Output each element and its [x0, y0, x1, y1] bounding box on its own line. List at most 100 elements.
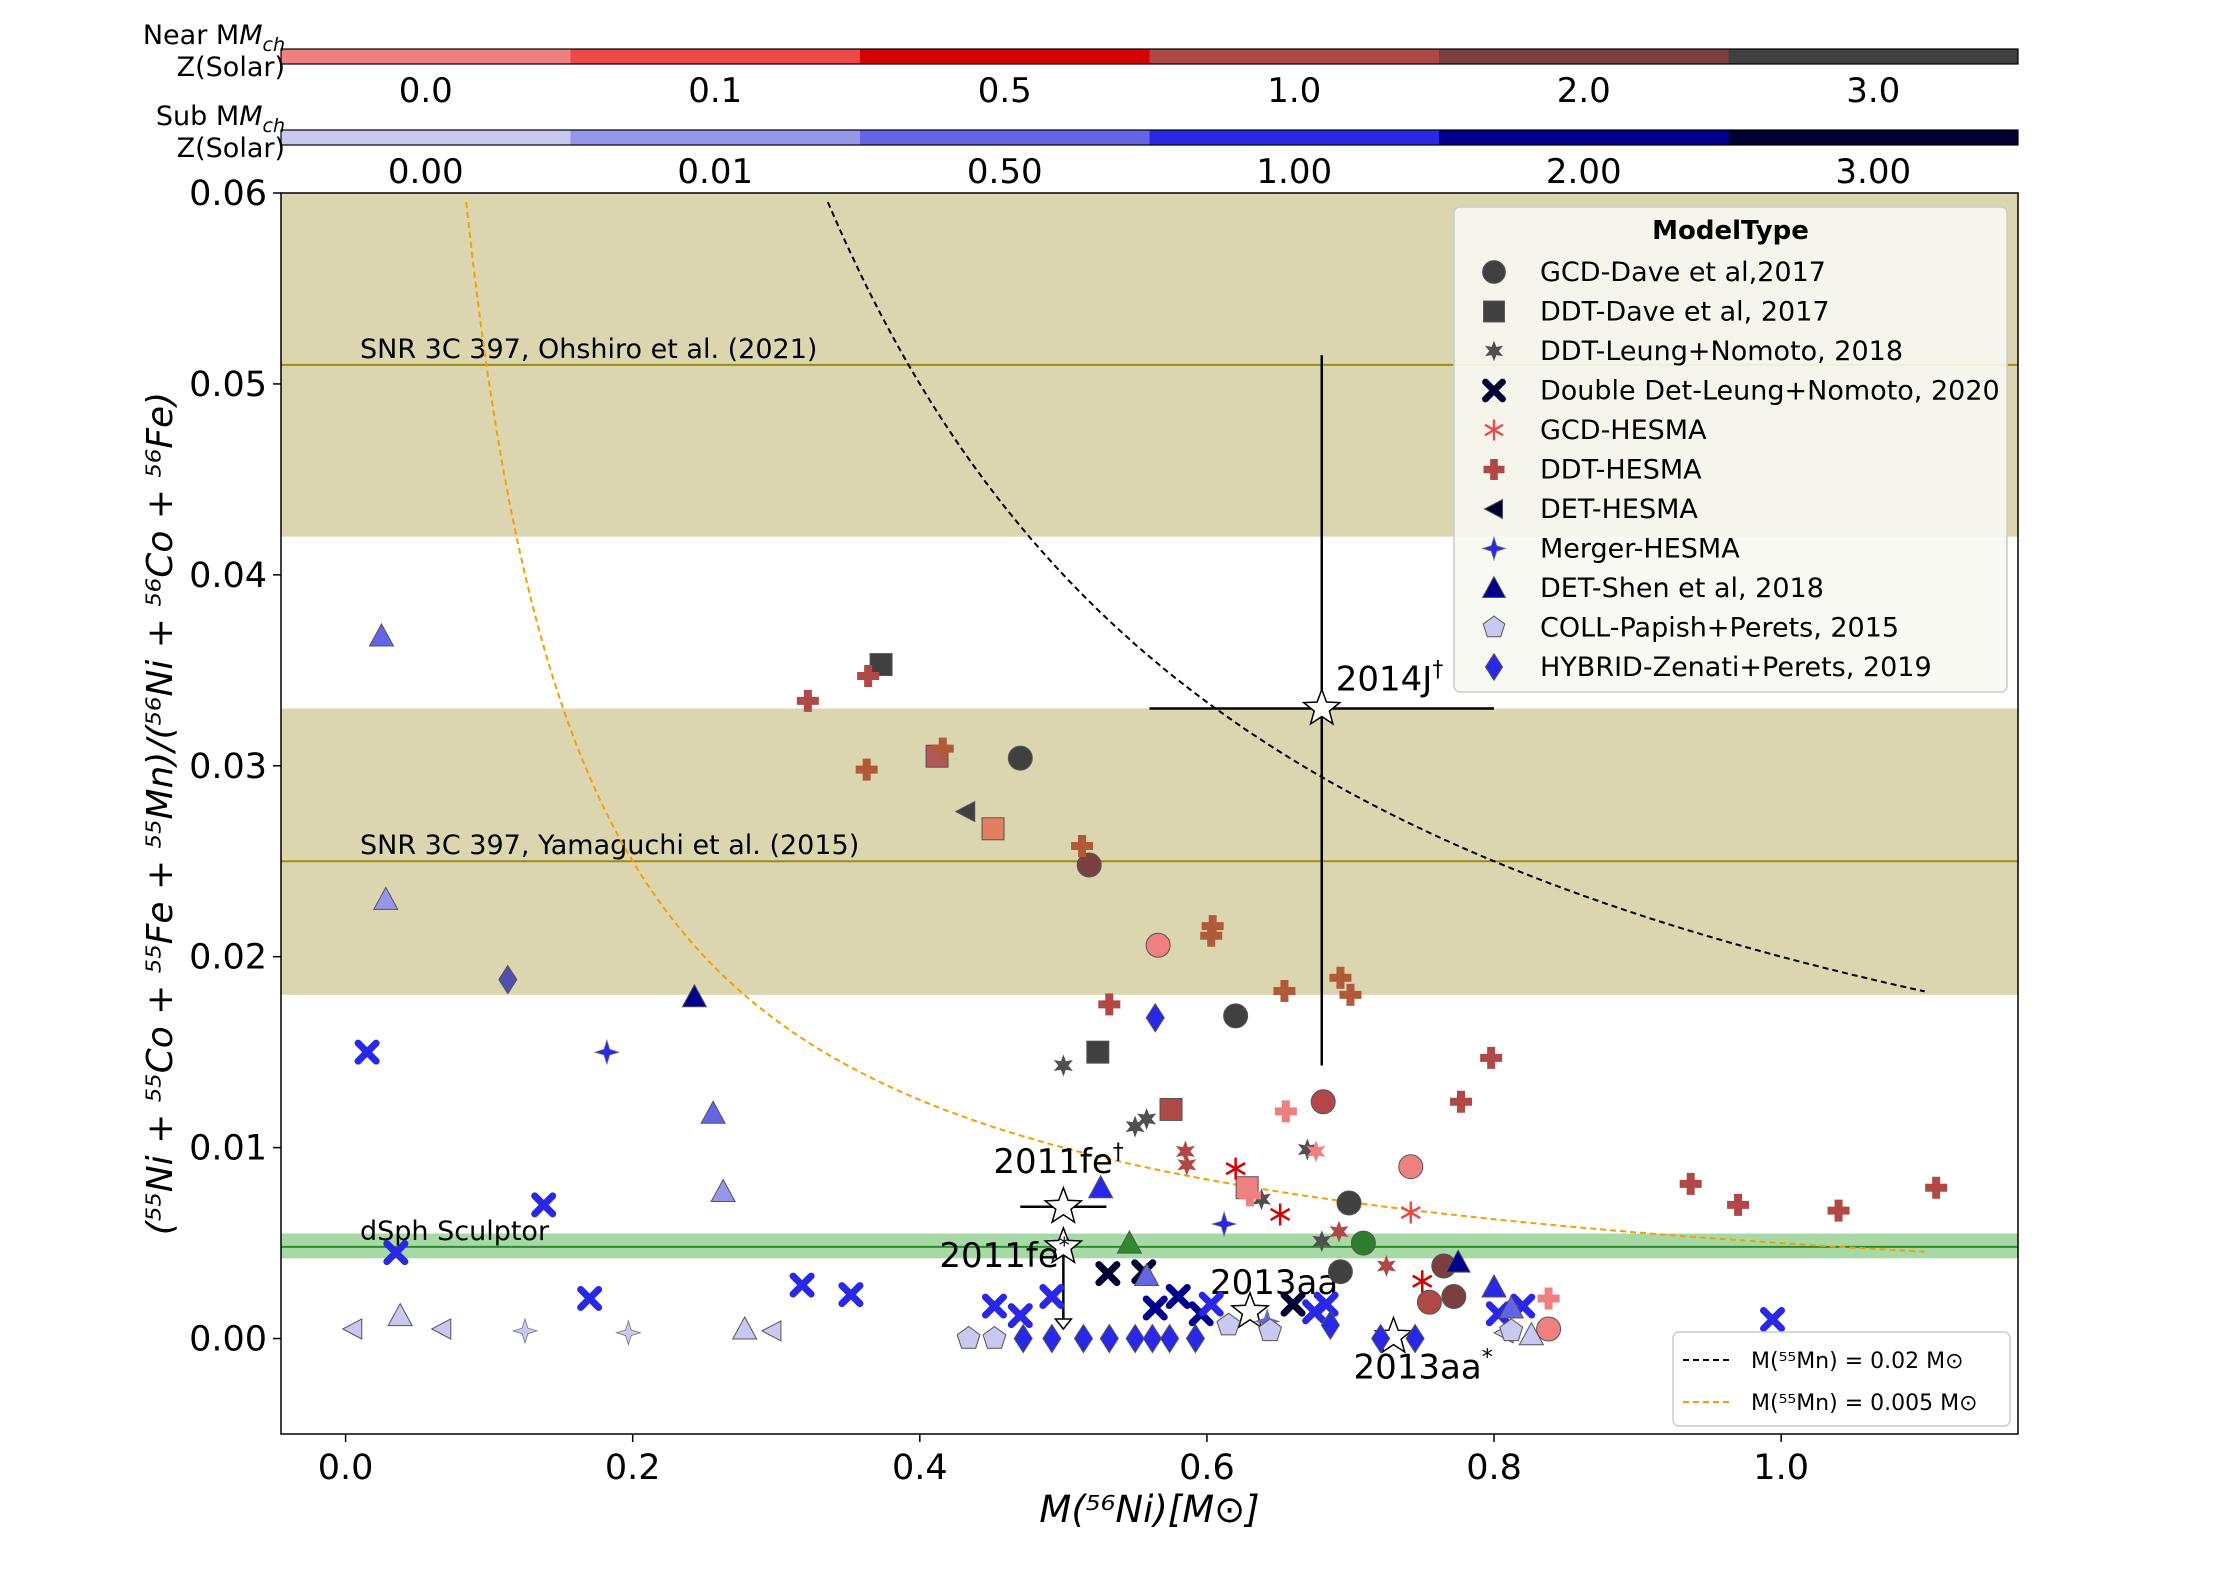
data-point-xthick — [1007, 1303, 1033, 1329]
data-point-square — [1086, 1040, 1110, 1064]
data-point-star6 — [1175, 1140, 1195, 1163]
data-point-star6 — [1329, 1220, 1349, 1243]
observations: 2014J†2011fe†2011fe*2013aa†2013aa* — [939, 355, 1495, 1388]
colorbar-title: Sub MMch — [156, 101, 285, 137]
obs-label-sup: * — [1059, 1234, 1070, 1259]
legend-label: GCD-HESMA — [1540, 415, 1707, 446]
data-point-triangle-left — [430, 1318, 452, 1340]
data-point-plus — [1537, 1287, 1560, 1310]
legend-title: ModelType — [1652, 216, 1809, 246]
data-point-diamond — [1185, 1323, 1206, 1354]
data-point-plus — [1329, 966, 1352, 989]
data-point-xthick — [383, 1240, 409, 1266]
band-label: SNR 3C 397, Yamaguchi et al. (2015) — [360, 830, 859, 861]
data-point-triangle — [681, 983, 708, 1008]
data-point-asterisk — [1400, 1201, 1421, 1224]
data-point-circle — [1327, 1259, 1353, 1285]
colorbar-tick-label: 0.50 — [967, 152, 1043, 192]
legend-marker-square — [1483, 300, 1505, 323]
data-point-xthick — [789, 1272, 815, 1298]
obs-star — [1043, 1225, 1084, 1265]
data-point-star6 — [1053, 1054, 1073, 1077]
data-point-diamond — [1160, 1323, 1180, 1354]
data-point-pentagon — [956, 1325, 981, 1349]
data-point-triangle — [1116, 1230, 1143, 1254]
data-point-plus — [1273, 980, 1296, 1003]
legend-marker-star6 — [1485, 340, 1503, 362]
data-point-diamond — [1142, 1323, 1162, 1354]
data-point-plus — [1339, 983, 1362, 1006]
data-point-asterisk — [1412, 1270, 1433, 1293]
data-point-plus — [1071, 834, 1094, 857]
colorbar-tick-label: 3.0 — [1846, 71, 1900, 111]
data-point-triangle-left — [954, 800, 976, 823]
data-point-triangle — [1133, 1262, 1160, 1287]
colorbar-segment — [1149, 49, 1440, 64]
data-point-star4 — [593, 1038, 621, 1066]
band-label: dSph Sculptor — [360, 1216, 550, 1247]
obs-label-name: 2011fe — [939, 1236, 1058, 1276]
data-point-plus — [1200, 924, 1223, 947]
legend-marker-plus — [1483, 459, 1505, 480]
data-point-triangle — [700, 1100, 726, 1124]
data-point-xthick — [1313, 1291, 1339, 1317]
data-point-plus — [1480, 1046, 1503, 1069]
data-point-circle — [1007, 745, 1033, 771]
data-point-xthick — [577, 1285, 603, 1311]
data-point-asterisk — [1270, 1203, 1291, 1226]
colorbar-tick-label: 1.00 — [1256, 152, 1332, 192]
data-point-plus — [1238, 1184, 1261, 1207]
colorbar-segment — [1439, 130, 1729, 145]
x-axis-label: M(⁵⁶Ni)[M⊙] — [1039, 1488, 1259, 1531]
colorbar-segment — [860, 49, 1150, 64]
colorbar-segment — [570, 49, 861, 64]
data-point-circle — [1336, 1190, 1362, 1216]
curve-legend-box — [1672, 1331, 2011, 1427]
data-point-xthick — [1198, 1291, 1224, 1317]
colorbar-segment — [1149, 130, 1440, 145]
x-tick-label: 0.6 — [1179, 1448, 1235, 1488]
data-point-diamond — [1320, 1310, 1340, 1341]
y-tick-label: 0.04 — [189, 556, 267, 596]
colorbar-segment — [570, 130, 861, 145]
colorbar-title: Near MMch — [143, 20, 285, 56]
obs-star — [1229, 1290, 1271, 1329]
colorbar-segment — [1728, 130, 2019, 145]
colorbar-title-z: Z(Solar) — [177, 133, 285, 164]
data-point-star6 — [1306, 1140, 1326, 1163]
colorbar-tick-label: 1.0 — [1267, 71, 1321, 111]
data-point-xthick — [1095, 1261, 1121, 1287]
colorbar-title-main: Near M — [143, 20, 239, 51]
data-point-star6 — [1177, 1153, 1197, 1176]
data-point-star4 — [615, 1319, 642, 1347]
data-point-plus — [1098, 993, 1121, 1016]
data-point-xthick — [1039, 1284, 1065, 1310]
data-point-xthick — [838, 1282, 864, 1308]
colorbar-segment — [860, 130, 1150, 145]
data-point-diamond — [1125, 1323, 1145, 1354]
obs-label: 2011fe* — [939, 1234, 1069, 1276]
obs-label-name: 2013aa — [1354, 1348, 1482, 1388]
obs-star — [1043, 1185, 1084, 1224]
data-point-circle — [1416, 1289, 1442, 1315]
legend-marker-diamond — [1484, 652, 1504, 682]
data-point-triangle — [1087, 1174, 1114, 1199]
data-point-diamond — [1013, 1323, 1033, 1354]
data-point-xthick — [1280, 1291, 1306, 1317]
colorbar-tick-label: 0.0 — [399, 71, 453, 111]
data-point-diamond — [1073, 1323, 1094, 1354]
band-label: SNR 3C 397, Ohshiro et al. (2021) — [360, 334, 817, 365]
obs-label: 2014J† — [1336, 657, 1444, 699]
data-point-asterisk — [1225, 1157, 1246, 1180]
colorbar-tick-label: 3.00 — [1835, 152, 1911, 192]
obs-label: 2011fe† — [993, 1140, 1123, 1182]
data-point-pentagon — [1216, 1312, 1241, 1336]
legend-label: COLL-Papish+Perets, 2015 — [1540, 613, 1899, 644]
colorbar-title-m: M — [239, 101, 262, 132]
y-tick-label: 0.03 — [189, 747, 267, 787]
colorbar-title-sub: ch — [263, 115, 286, 137]
data-point-star4 — [1210, 1210, 1238, 1238]
colorbar-segment — [1439, 49, 1729, 64]
